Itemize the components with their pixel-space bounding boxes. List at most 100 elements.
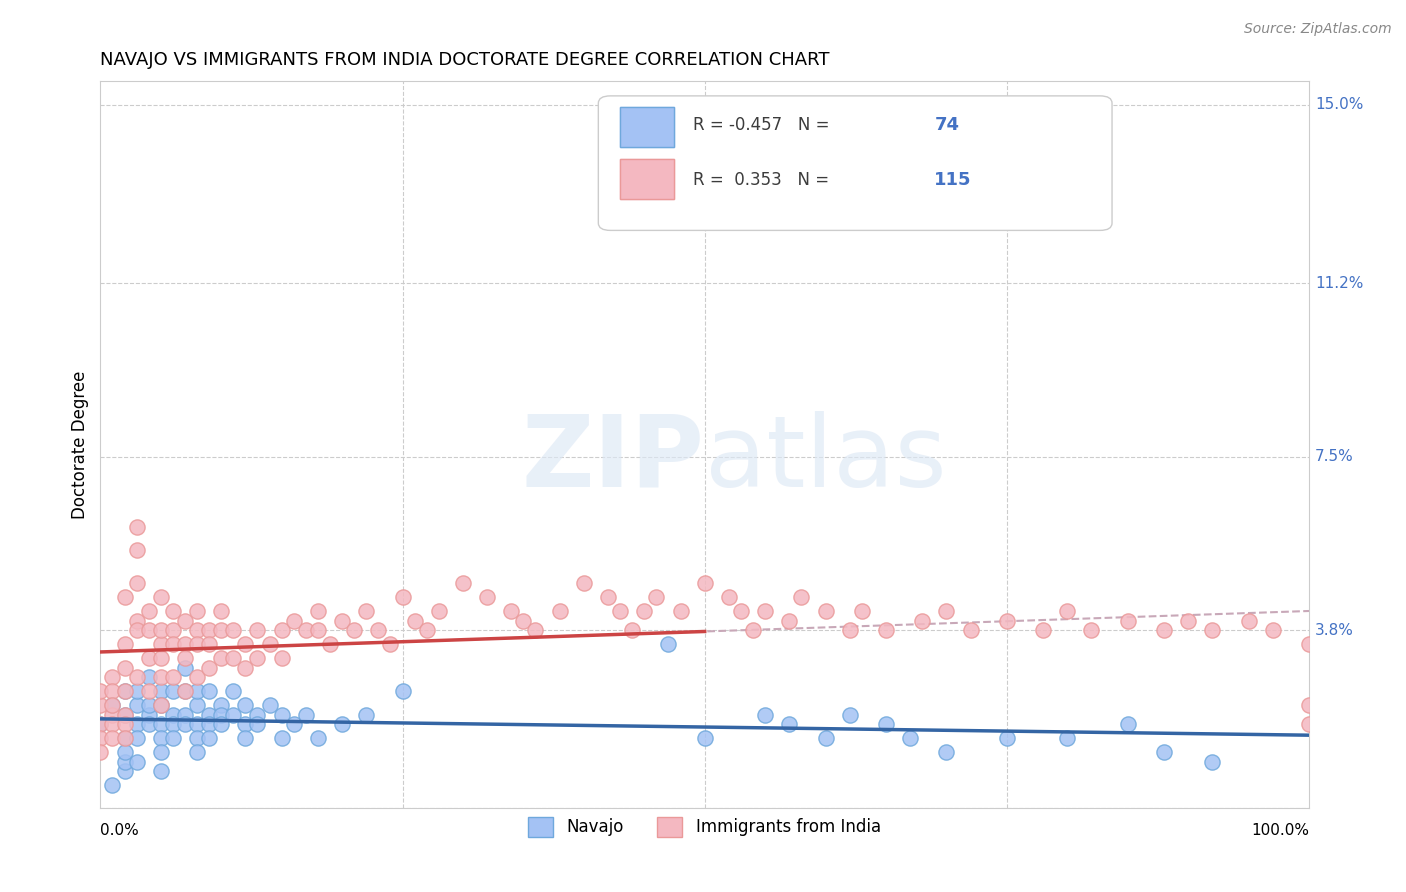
Point xyxy=(246,707,269,722)
Point xyxy=(198,707,221,722)
Point xyxy=(125,543,148,558)
Point xyxy=(149,745,172,759)
Point xyxy=(391,684,413,698)
Point xyxy=(1298,717,1320,731)
Text: atlas: atlas xyxy=(704,411,946,508)
Point xyxy=(524,623,547,637)
Point xyxy=(174,707,197,722)
Point xyxy=(162,684,184,698)
Point xyxy=(717,591,740,605)
Text: R = -0.457   N =: R = -0.457 N = xyxy=(693,116,834,134)
Point xyxy=(114,731,136,745)
Point xyxy=(259,698,281,713)
Legend: Navajo, Immigrants from India: Navajo, Immigrants from India xyxy=(522,810,887,844)
Point xyxy=(138,604,160,618)
Point xyxy=(235,717,257,731)
Point xyxy=(114,661,136,675)
Point xyxy=(101,698,124,713)
Point xyxy=(778,717,800,731)
Point xyxy=(125,684,148,698)
Text: 3.8%: 3.8% xyxy=(1315,623,1354,638)
Point xyxy=(149,698,172,713)
Point xyxy=(693,731,716,745)
Point xyxy=(138,698,160,713)
Point xyxy=(198,731,221,745)
Point xyxy=(935,745,957,759)
Point xyxy=(186,623,208,637)
Y-axis label: Doctorate Degree: Doctorate Degree xyxy=(72,371,89,519)
Point xyxy=(101,731,124,745)
Point xyxy=(415,623,437,637)
Point xyxy=(427,604,450,618)
Point xyxy=(174,614,197,628)
Point xyxy=(1298,698,1320,713)
Point xyxy=(125,717,148,731)
Point xyxy=(330,614,353,628)
Point xyxy=(89,731,111,745)
Point xyxy=(693,576,716,591)
Point xyxy=(742,623,765,637)
Point xyxy=(367,623,389,637)
Text: 15.0%: 15.0% xyxy=(1315,97,1364,112)
Point xyxy=(186,731,208,745)
Point xyxy=(162,731,184,745)
Point xyxy=(875,717,897,731)
Point xyxy=(209,604,232,618)
Point xyxy=(391,591,413,605)
Point xyxy=(114,731,136,745)
Point xyxy=(101,670,124,684)
Point xyxy=(730,604,752,618)
Point xyxy=(162,623,184,637)
Point xyxy=(209,651,232,665)
Point xyxy=(1201,755,1223,769)
Point xyxy=(114,591,136,605)
Text: R =  0.353   N =: R = 0.353 N = xyxy=(693,170,834,188)
Text: NAVAJO VS IMMIGRANTS FROM INDIA DOCTORATE DEGREE CORRELATION CHART: NAVAJO VS IMMIGRANTS FROM INDIA DOCTORAT… xyxy=(100,51,830,69)
Point xyxy=(307,604,329,618)
Text: 7.5%: 7.5% xyxy=(1315,450,1354,464)
Point xyxy=(222,651,245,665)
Point xyxy=(1177,614,1199,628)
Point xyxy=(186,745,208,759)
Point xyxy=(198,623,221,637)
Point xyxy=(501,604,523,618)
Point xyxy=(270,651,292,665)
Point xyxy=(174,684,197,698)
Point xyxy=(89,684,111,698)
Point xyxy=(1153,745,1175,759)
Point xyxy=(1298,637,1320,651)
Point xyxy=(186,604,208,618)
Point xyxy=(125,576,148,591)
Point xyxy=(174,637,197,651)
Point xyxy=(162,637,184,651)
Point xyxy=(295,707,318,722)
Point xyxy=(222,623,245,637)
Point xyxy=(114,717,136,731)
Point xyxy=(343,623,366,637)
Point xyxy=(838,623,860,637)
Point xyxy=(633,604,655,618)
Point xyxy=(101,717,124,731)
Point xyxy=(89,717,111,731)
Point xyxy=(621,623,644,637)
Point xyxy=(89,698,111,713)
Point xyxy=(898,731,921,745)
Point xyxy=(307,623,329,637)
Point xyxy=(186,670,208,684)
Point xyxy=(114,684,136,698)
Point xyxy=(198,684,221,698)
Point xyxy=(149,637,172,651)
Point xyxy=(235,698,257,713)
Point xyxy=(235,637,257,651)
Point xyxy=(174,717,197,731)
Point xyxy=(935,604,957,618)
Text: 100.0%: 100.0% xyxy=(1251,823,1309,838)
Text: 0.0%: 0.0% xyxy=(100,823,139,838)
Point xyxy=(596,591,619,605)
Point xyxy=(475,591,498,605)
Point xyxy=(149,731,172,745)
Point xyxy=(319,637,342,651)
Point xyxy=(512,614,534,628)
Point xyxy=(125,755,148,769)
Point xyxy=(814,731,837,745)
